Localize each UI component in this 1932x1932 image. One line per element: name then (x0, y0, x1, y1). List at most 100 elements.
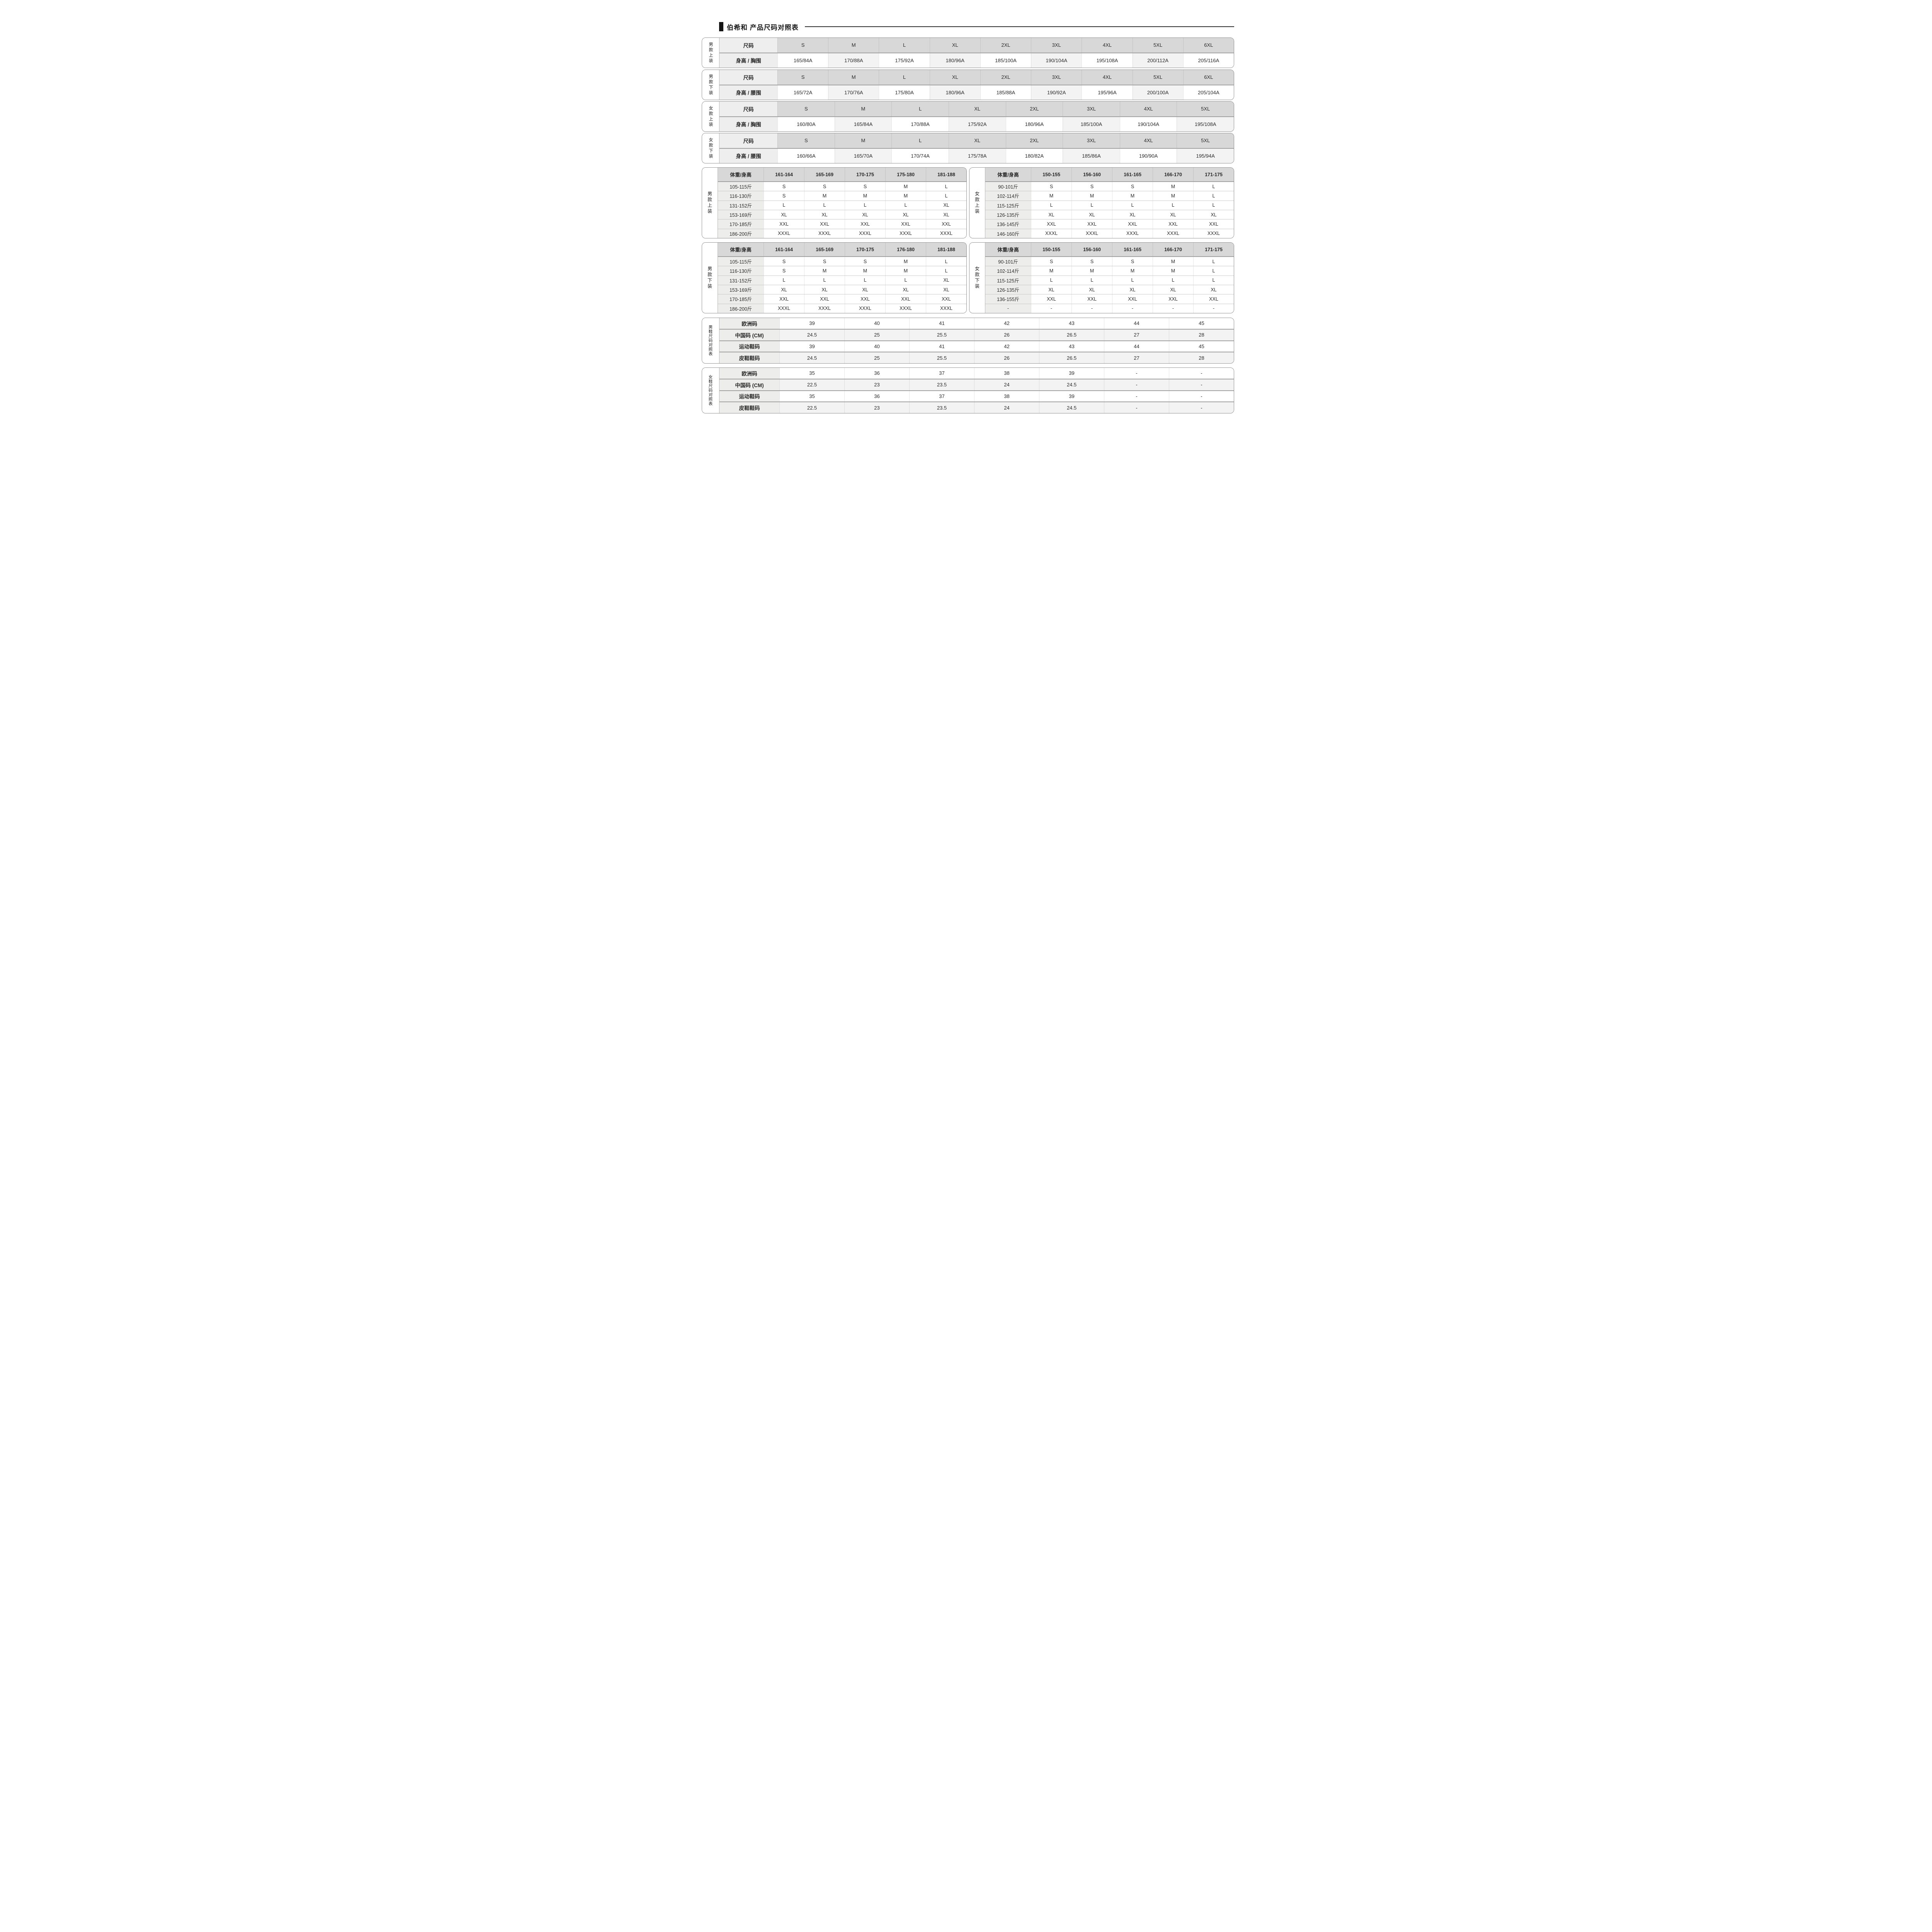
row-header: 身高 / 胸围 (719, 53, 777, 68)
shoe-value-cell: 24 (974, 379, 1039, 390)
page-title: 伯希和 产品尺码对照表 (727, 24, 799, 31)
matrix-cell: XL (885, 285, 926, 294)
matrix-cell: XL (1071, 210, 1112, 219)
matrix-cell: M (804, 191, 845, 201)
table-side-label: 男鞋尺码对照表 (702, 318, 719, 363)
shoe-value-cell: - (1169, 379, 1234, 390)
table-row: 170-185斤 XXL XXL XXL XXL XXL (718, 294, 966, 304)
shoe-value-cell: 43 (1039, 318, 1104, 329)
table-row: 尺码 S M L XL 2XL 3XL 4XL 5XL (719, 102, 1234, 116)
shoe-value-cell: 45 (1169, 341, 1234, 352)
page-header: 伯希和 产品尺码对照表 (719, 21, 1234, 32)
shoe-value-cell: - (1169, 368, 1234, 379)
table-side-label: 男款下装 (702, 243, 718, 313)
matrix-cell: S (764, 191, 804, 201)
matrix-cell: M (1153, 191, 1193, 201)
matrix-cell: XXL (1031, 294, 1071, 304)
matrix-cells: XXL XXL XXL XXL XXL (1031, 294, 1234, 304)
size-value-cell: 165/84A (834, 117, 892, 131)
shoe-row-label: 运动鞋码 (719, 391, 779, 402)
matrix-cell: S (1031, 257, 1071, 266)
size-value-cell: 185/100A (1063, 117, 1120, 131)
matrix-cell: XL (1071, 285, 1112, 294)
matrix-cell: - (1112, 304, 1153, 313)
matrix-row-label: 116-130斤 (718, 266, 764, 276)
matrix-cell: L (926, 191, 966, 201)
matrix-cells: XL XL XL XL XL (764, 285, 966, 294)
matrix-cell: L (1153, 276, 1193, 285)
matrix-cell: XXL (1193, 294, 1234, 304)
matrix-cells: L L L L XL (764, 201, 966, 210)
row-header: 身高 / 腰围 (719, 85, 777, 100)
table-row: 身高 / 胸围 160/80A 165/84A 170/88A 175/92A 180/… (719, 116, 1234, 131)
shoe-value-cell: 41 (909, 318, 974, 329)
size-value-cell: 180/96A (929, 53, 980, 68)
matrix-row-label: 136-145斤 (985, 219, 1031, 229)
title-underline (804, 26, 1234, 27)
matrix-column-headers: 150-155 156-160 161-165 166-170 171-175 (1031, 243, 1234, 256)
table-row: 136-155斤 XXL XXL XXL XXL XXL (985, 294, 1234, 304)
table-row: 身高 / 腰围 160/66A 165/70A 170/74A 175/78A 180/… (719, 148, 1234, 163)
table-side-label: 女款下装 (969, 243, 985, 313)
size-value-cell: 195/108A (1177, 117, 1234, 131)
matrix-row-label: 153-169斤 (718, 285, 764, 294)
size-header-cell: 5XL (1177, 133, 1234, 148)
size-header-cell: 3XL (1063, 102, 1120, 116)
matrix-cells: XL XL XL XL XL (1031, 285, 1234, 294)
matrix-column-header: 181-188 (926, 243, 966, 256)
matrix-cell: XL (1153, 285, 1193, 294)
matrix-cell: XXXL (764, 304, 804, 313)
matrix-cell: L (1031, 201, 1071, 210)
size-header-cell: M (828, 70, 879, 85)
row-header: 身高 / 胸围 (719, 117, 777, 131)
table-row: 中国码 (CM) 22.5 23 23.5 24 24.5- - (719, 378, 1234, 390)
table-side-label: 女款上装 (969, 168, 985, 238)
matrix-grid: 体重/身高 150-155 156-160 161-165 166-170 171-17… (985, 243, 1234, 313)
size-header-cell: 5XL (1177, 102, 1234, 116)
shoe-value-cell: 24.5 (1039, 402, 1104, 413)
matrix-cells: L L L L XL (764, 276, 966, 285)
matrix-cell: XXL (1071, 219, 1112, 229)
shoe-value-cell: 41 (909, 341, 974, 352)
matrix-cell: M (885, 266, 926, 276)
matrix-cell: M (845, 191, 885, 201)
matrix-cell: S (1112, 257, 1153, 266)
matrix-column-header: 171-175 (1193, 243, 1234, 256)
size-value-cell: 190/104A (1119, 117, 1177, 131)
shoe-value-cell: 26.5 (1039, 329, 1104, 340)
matrix-cells: XXL XXL XXL XXL XXL (764, 294, 966, 304)
shoe-value-cells: 39 40 41 42 43 44 45 (779, 341, 1234, 352)
matrix-cells: ----- (1031, 304, 1234, 313)
size-chart-page: 伯希和 产品尺码对照表 男款上装 尺码 S M L XL 2XL 3XL 4XL 5XL 6XL… (663, 0, 1269, 440)
table-row: 153-169斤 XL XL XL XL XL (718, 209, 966, 219)
size-header-cell: XL (929, 38, 980, 53)
matrix-column-header: 171-175 (1193, 168, 1234, 181)
matrix-column-header: 150-155 (1031, 168, 1071, 181)
shoe-value-cell: - (1169, 402, 1234, 413)
size-header-cell: 2XL (980, 38, 1031, 53)
shoe-value-cells: 24.5 25 25.5 26 26.5 27 28 (779, 329, 1234, 340)
matrix-cell: L (804, 276, 845, 285)
shoe-value-cell: 38 (974, 391, 1039, 402)
matrix-cell: L (1031, 276, 1071, 285)
shoe-value-cell: 35 (779, 391, 844, 402)
size-header-cells: S M L XL 2XL 3XL 4XL 5XL 6XL (777, 70, 1234, 85)
shoe-value-cell: 27 (1104, 329, 1169, 340)
matrix-cell: M (1031, 266, 1071, 276)
size-header-cell: XL (948, 133, 1006, 148)
size-header-cell: 6XL (1183, 70, 1234, 85)
matrix-cell: XXXL (845, 229, 885, 238)
table-row: 131-152斤 L L L L XL (718, 275, 966, 285)
size-header-cell: L (879, 38, 930, 53)
matrix-cell: XXL (1193, 219, 1234, 229)
table-row: 尺码 S M L XL 2XL 3XL 4XL 5XL 6XL (719, 70, 1234, 85)
matrix-cell: L (804, 201, 845, 210)
matrix-cell: XL (1112, 285, 1153, 294)
shoe-value-cells: 35 36 37 38 39- - (779, 368, 1234, 379)
matrix-cell: L (1112, 276, 1153, 285)
shoe-value-cell: 37 (909, 368, 974, 379)
shoe-row-label: 皮鞋鞋码 (719, 402, 779, 413)
matrix-cell: S (764, 257, 804, 266)
